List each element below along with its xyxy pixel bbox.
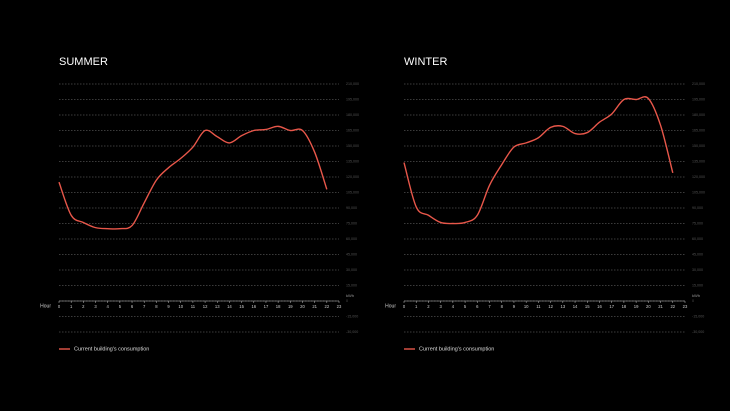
y-tick-label: 45,000 (346, 252, 357, 256)
x-tick-label: 15 (585, 304, 590, 309)
x-tick-label: 15 (239, 304, 244, 309)
x-tick-label: 4 (107, 304, 110, 309)
y-tick-label: 45,000 (692, 252, 703, 256)
x-tick-label: 13 (215, 304, 220, 309)
y-tick-label: -30,000 (346, 330, 358, 334)
x-tick-label: 8 (501, 304, 504, 309)
series-line (58, 125, 328, 230)
x-tick-label: 19 (634, 304, 639, 309)
x-tick-label: 17 (609, 304, 614, 309)
x-tick-label: 21 (312, 304, 317, 309)
x-tick-label: 7 (143, 304, 146, 309)
y-tick-label: 195,000 (692, 97, 705, 101)
x-tick-label: 17 (264, 304, 269, 309)
x-tick-label: 2 (427, 304, 430, 309)
y-tick-label: 165,000 (346, 128, 359, 132)
y-tick-label: 105,000 (692, 190, 705, 194)
x-tick-label: 0 (403, 304, 406, 309)
y-tick-label: 30,000 (346, 268, 357, 272)
y-tick-label: 60,000 (346, 237, 357, 241)
x-tick-label: 9 (513, 304, 516, 309)
y-tick-label: 75,000 (692, 221, 703, 225)
y-tick-label: 180,000 (692, 113, 705, 117)
x-tick-label: 5 (119, 304, 122, 309)
x-axis-label: Hour (385, 303, 396, 309)
x-tick-label: 6 (131, 304, 134, 309)
y-tick-label: 60,000 (692, 237, 703, 241)
chart-title: WINTER (404, 56, 447, 68)
y-tick-label: 210,000 (346, 82, 359, 86)
y-tick-label: 0 (692, 299, 694, 303)
y-tick-label: 120,000 (692, 175, 705, 179)
y-tick-label: -30,000 (692, 330, 704, 334)
y-tick-label: 210,000 (692, 82, 705, 86)
x-tick-label: 22 (324, 304, 329, 309)
chart-title: SUMMER (59, 56, 108, 68)
y-unit: kWh (346, 293, 354, 298)
y-tick-label: 150,000 (692, 144, 705, 148)
legend-label: Current building's consumption (419, 346, 494, 352)
x-tick-label: 20 (300, 304, 305, 309)
x-tick-label: 14 (227, 304, 232, 309)
y-tick-label: 15,000 (346, 283, 357, 287)
x-tick-label: 8 (155, 304, 158, 309)
x-tick-label: 12 (548, 304, 553, 309)
x-tick-label: 0 (58, 304, 61, 309)
x-tick-label: 7 (488, 304, 491, 309)
x-tick-label: 5 (464, 304, 467, 309)
x-tick-label: 18 (622, 304, 627, 309)
y-tick-label: 150,000 (346, 144, 359, 148)
x-tick-label: 9 (167, 304, 170, 309)
x-tick-label: 21 (658, 304, 663, 309)
y-tick-label: -15,000 (692, 314, 704, 318)
y-tick-label: 90,000 (346, 206, 357, 210)
legend-label: Current building's consumption (74, 346, 149, 352)
x-tick-label: 23 (337, 304, 342, 309)
y-unit: kWh (692, 293, 700, 298)
y-tick-label: 0 (346, 299, 348, 303)
y-tick-label: 180,000 (346, 113, 359, 117)
x-axis-label: Hour (40, 303, 51, 309)
x-tick-label: 4 (452, 304, 455, 309)
x-tick-label: 18 (276, 304, 281, 309)
x-tick-label: 12 (203, 304, 208, 309)
x-tick-label: 2 (82, 304, 85, 309)
x-tick-label: 10 (178, 304, 183, 309)
y-tick-label: 30,000 (692, 268, 703, 272)
y-tick-label: 135,000 (692, 159, 705, 163)
x-tick-label: 16 (597, 304, 602, 309)
y-tick-label: 135,000 (346, 159, 359, 163)
y-tick-label: 15,000 (692, 283, 703, 287)
x-tick-label: 1 (70, 304, 73, 309)
x-tick-label: 3 (94, 304, 97, 309)
y-tick-label: 105,000 (346, 190, 359, 194)
x-tick-label: 6 (476, 304, 479, 309)
x-tick-label: 19 (288, 304, 293, 309)
x-tick-label: 11 (536, 304, 541, 309)
x-tick-label: 10 (524, 304, 529, 309)
x-tick-label: 14 (573, 304, 578, 309)
x-tick-label: 13 (560, 304, 565, 309)
y-tick-label: 75,000 (346, 221, 357, 225)
x-tick-label: 3 (439, 304, 442, 309)
x-tick-label: 11 (191, 304, 196, 309)
y-tick-label: 165,000 (692, 128, 705, 132)
x-tick-label: 1 (415, 304, 418, 309)
y-tick-label: 90,000 (692, 206, 703, 210)
y-tick-label: 195,000 (346, 97, 359, 101)
y-tick-label: 120,000 (346, 175, 359, 179)
y-tick-label: -15,000 (346, 314, 358, 318)
x-tick-label: 16 (251, 304, 256, 309)
x-tick-label: 23 (683, 304, 688, 309)
x-tick-label: 20 (646, 304, 651, 309)
series-line (403, 96, 674, 225)
x-tick-label: 22 (670, 304, 675, 309)
